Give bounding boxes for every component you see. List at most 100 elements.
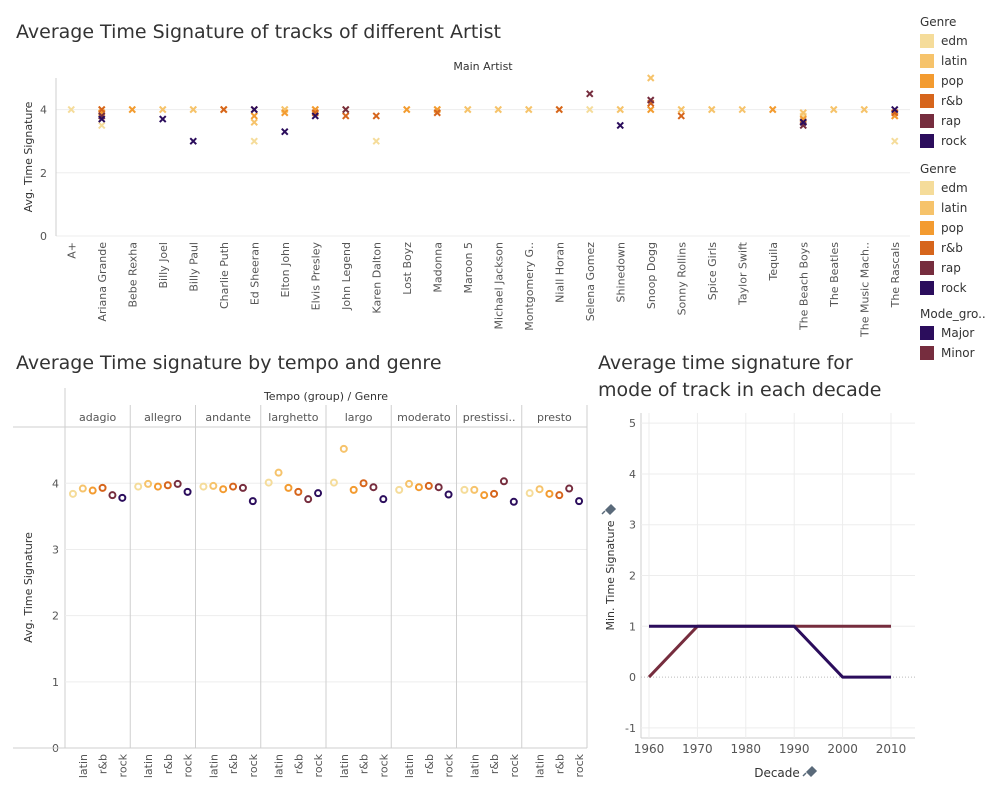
genre-tick-label: r&b	[227, 754, 240, 774]
artist-tick-label: Bebe Rexha	[126, 242, 139, 308]
data-point-pop	[647, 105, 655, 114]
genre-tick-label: latin	[534, 754, 547, 778]
data-point-rock	[314, 489, 323, 498]
genre-tick-label: r&b	[553, 754, 566, 774]
data-point-pop	[88, 486, 97, 495]
legend-item[interactable]: latin	[920, 198, 968, 218]
legend-label: Major	[941, 326, 975, 340]
legend-item[interactable]: edm	[920, 178, 968, 198]
legend-swatch	[920, 54, 934, 68]
data-point-latin	[525, 105, 533, 114]
data-point-r&b	[677, 112, 685, 120]
artist-tick-label: John Legend	[340, 242, 353, 311]
genre-tick-label: rock	[312, 753, 325, 777]
artist-tick-label: Karen Dalton	[370, 242, 383, 314]
legend-item[interactable]: rock	[920, 131, 968, 151]
legend-swatch	[920, 326, 934, 340]
genre-tick-label: latin	[338, 754, 351, 778]
y-tick-label: 2	[52, 610, 59, 623]
legend-item[interactable]: edm	[920, 31, 968, 51]
data-point-rock	[118, 493, 127, 502]
y-tick-label: 0	[40, 230, 47, 243]
data-point-edm	[395, 485, 404, 494]
legend-swatch	[920, 134, 934, 148]
panel-label: presto	[537, 411, 572, 424]
data-point-rap	[238, 483, 247, 492]
data-point-rap	[499, 477, 508, 486]
legend-swatch	[920, 221, 934, 235]
legend-swatch	[920, 241, 934, 255]
data-point-latin	[250, 118, 258, 126]
decade-chart-title-line1: Average time signature for	[598, 352, 853, 374]
data-point-latin	[144, 479, 153, 488]
legend-item[interactable]: r&b	[920, 91, 968, 111]
legend-swatch	[920, 114, 934, 128]
data-point-rap	[173, 479, 182, 488]
data-point-edm	[264, 478, 273, 487]
data-point-latin	[464, 105, 472, 114]
legend-item[interactable]: Major	[920, 323, 986, 343]
data-point-latin	[339, 444, 348, 453]
genre-legend-1[interactable]: Genre edm latin pop r&b rap rock	[920, 15, 968, 151]
data-point-latin	[647, 74, 655, 82]
genre-tick-label: rock	[377, 753, 390, 777]
y-tick-label: 5	[629, 417, 636, 430]
genre-tick-label: rock	[508, 753, 521, 777]
legend-item[interactable]: pop	[920, 71, 968, 91]
legend-item[interactable]: Minor	[920, 343, 986, 363]
data-point-rap	[434, 483, 443, 492]
data-point-edm	[68, 489, 77, 498]
data-point-latin	[860, 105, 868, 114]
x-tick-label: 2010	[876, 742, 907, 756]
x-tick-label: 1970	[682, 742, 713, 756]
top-chart-title: Average Time Signature of tracks of diff…	[16, 21, 501, 43]
legend-swatch	[920, 346, 934, 360]
data-point-latin	[405, 479, 414, 488]
data-point-r&b	[229, 482, 238, 491]
legend-item[interactable]: rap	[920, 111, 968, 131]
legend-label: pop	[941, 74, 964, 88]
legend-item[interactable]: rap	[920, 258, 968, 278]
legend-label: Minor	[941, 346, 975, 360]
legend-item[interactable]: pop	[920, 218, 968, 238]
artist-tick-label: Snoop Dogg	[645, 242, 658, 309]
genre-legend-2[interactable]: Genre edm latin pop r&b rap rock	[920, 162, 968, 298]
data-point-latin	[159, 105, 167, 114]
artist-tick-label: Ed Sheeran	[248, 242, 261, 305]
y-tick-label: 4	[52, 477, 59, 490]
data-point-r&b	[424, 481, 433, 490]
artist-tick-label: Niall Horan	[553, 242, 566, 303]
tempo-chart-title: Average Time signature by tempo and genr…	[16, 352, 442, 374]
x-tick-label: 1960	[634, 742, 665, 756]
artist-tick-label: Michael Jackson	[492, 242, 505, 329]
data-point-edm	[372, 137, 380, 145]
legend-swatch	[920, 34, 934, 48]
x-tick-label: 1980	[731, 742, 762, 756]
data-point-edm	[250, 137, 258, 145]
data-point-edm	[460, 485, 469, 494]
data-point-rap	[304, 495, 313, 504]
data-point-edm	[891, 137, 899, 145]
legend-label: rock	[941, 281, 967, 295]
data-point-rock	[159, 115, 167, 123]
data-point-rap	[342, 105, 350, 114]
legend-item[interactable]: r&b	[920, 238, 968, 258]
data-point-r&b	[163, 481, 172, 490]
data-point-rock	[98, 115, 106, 123]
panel-label: moderato	[397, 411, 451, 424]
decade-chart-title-line2: mode of track in each decade	[598, 379, 882, 401]
mode-legend[interactable]: Mode_gro.. Major Minor	[920, 307, 986, 363]
artist-tick-label: The Beatles	[828, 242, 841, 308]
legend-swatch	[920, 181, 934, 195]
genre-tick-label: latin	[77, 754, 90, 778]
legend-item[interactable]: rock	[920, 278, 968, 298]
genre-tick-label: rock	[247, 753, 260, 777]
data-point-rock	[311, 112, 319, 120]
genre-tick-label: rock	[116, 753, 129, 777]
legend-item[interactable]: latin	[920, 51, 968, 71]
data-point-r&b	[372, 112, 380, 120]
artist-tick-label: Elvis Presley	[309, 242, 322, 311]
artist-tick-label: Madonna	[431, 242, 444, 293]
artist-tick-label: Billy Paul	[187, 242, 200, 292]
artist-tick-label: Taylor Swift	[736, 241, 749, 306]
